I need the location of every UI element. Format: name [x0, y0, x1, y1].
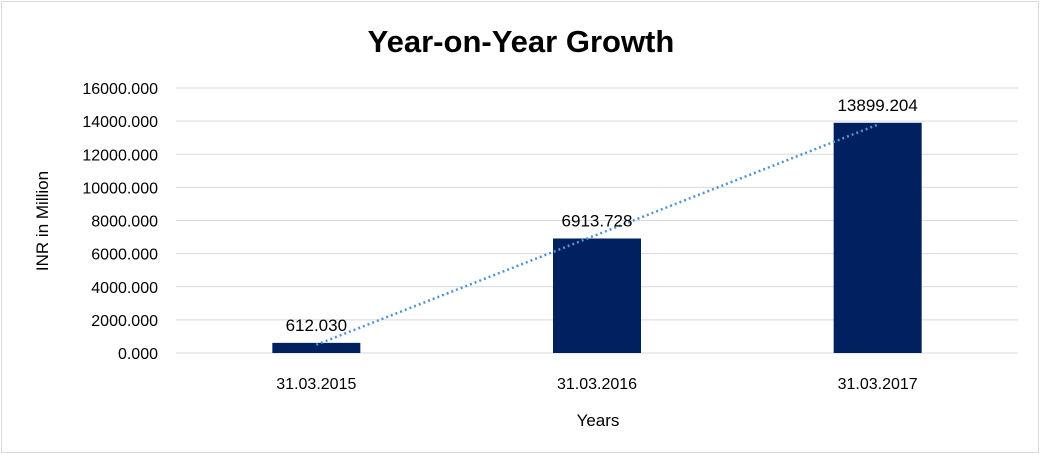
bar-31.03.2015: [272, 342, 361, 353]
chart-title: Year-on-Year Growth: [368, 24, 675, 59]
y-tick-label: 10000.000: [82, 180, 158, 197]
y-tick-label: 2000.000: [91, 313, 158, 330]
bars: [272, 122, 922, 353]
bar-31.03.2017: [833, 122, 922, 353]
bar-31.03.2016: [553, 238, 641, 353]
y-tick-label: 14000.000: [82, 114, 158, 131]
x-axis-label: Years: [577, 411, 620, 430]
trendline-group: [315, 123, 879, 346]
y-tick-label: 0.000: [118, 346, 158, 363]
x-tick-label: 31.03.2015: [276, 376, 356, 393]
data-label: 6913.728: [562, 211, 633, 230]
y-tick-label: 4000.000: [91, 280, 158, 297]
x-axis-categories: 31.03.2015 31.03.2016 31.03.2017: [276, 376, 918, 393]
data-labels: 612.030 6913.728 13899.204: [286, 96, 918, 335]
y-tick-label: 16000.000: [82, 81, 158, 98]
trendline: [315, 123, 879, 346]
y-axis-label: INR in Million: [33, 171, 52, 271]
data-label: 612.030: [286, 316, 347, 335]
y-axis-ticks: 0.000 2000.000 4000.000 6000.000 8000.000 100…: [82, 81, 158, 363]
data-label: 13899.204: [837, 96, 917, 115]
y-tick-label: 6000.000: [91, 247, 158, 264]
x-tick-label: 31.03.2017: [838, 376, 918, 393]
x-tick-label: 31.03.2016: [557, 376, 637, 393]
y-tick-label: 8000.000: [91, 214, 158, 231]
y-tick-label: 12000.000: [82, 147, 158, 164]
